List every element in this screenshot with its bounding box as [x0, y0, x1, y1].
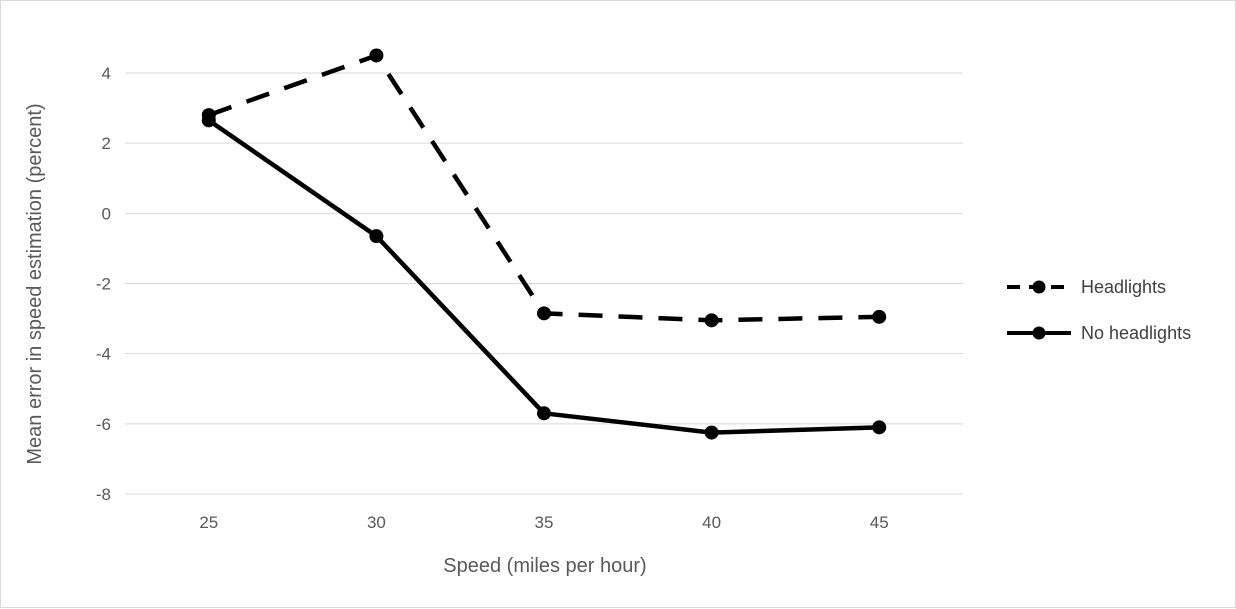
x-tick-label: 40: [702, 513, 721, 532]
data-point-headlights: [704, 313, 719, 328]
y-tick-label: -8: [96, 485, 111, 504]
y-axis-ticks: 4 2 0 -2 -4 -6 -8: [96, 64, 111, 504]
series-lines: [207, 53, 880, 435]
data-point-no-headlights: [201, 113, 216, 128]
y-tick-label: 0: [102, 204, 111, 223]
y-tick-label: 2: [102, 134, 111, 153]
x-axis-ticks: 25 30 35 40 45: [199, 513, 888, 532]
gridlines: [125, 72, 963, 495]
y-tick-label: -2: [96, 275, 111, 294]
y-tick-label: -6: [96, 415, 111, 434]
data-point-headlights: [872, 309, 887, 324]
x-tick-label: 35: [535, 513, 554, 532]
legend-label-headlights: Headlights: [1081, 277, 1166, 297]
data-point-headlights: [537, 306, 551, 321]
x-tick-label: 30: [367, 513, 386, 532]
data-point-no-headlights: [537, 406, 551, 421]
legend-item-headlights: Headlights: [1007, 277, 1166, 297]
legend-item-no-headlights: No headlights: [1007, 323, 1191, 343]
series-markers: [201, 48, 887, 440]
data-point-headlights: [369, 48, 384, 63]
legend: Headlights No headlights: [1007, 277, 1191, 343]
y-tick-label: 4: [102, 64, 111, 83]
x-tick-label: 45: [870, 513, 889, 532]
x-axis-title: Speed (miles per hour): [443, 555, 646, 577]
data-point-no-headlights: [369, 229, 384, 244]
x-tick-label: 25: [199, 513, 218, 532]
series-line-no-headlights: [207, 118, 880, 435]
data-point-no-headlights: [704, 425, 719, 440]
y-tick-label: -4: [96, 345, 111, 364]
y-axis-title: Mean error in speed estimation (percent): [24, 103, 46, 464]
legend-label-no-headlights: No headlights: [1081, 323, 1191, 343]
data-point-no-headlights: [872, 420, 887, 435]
